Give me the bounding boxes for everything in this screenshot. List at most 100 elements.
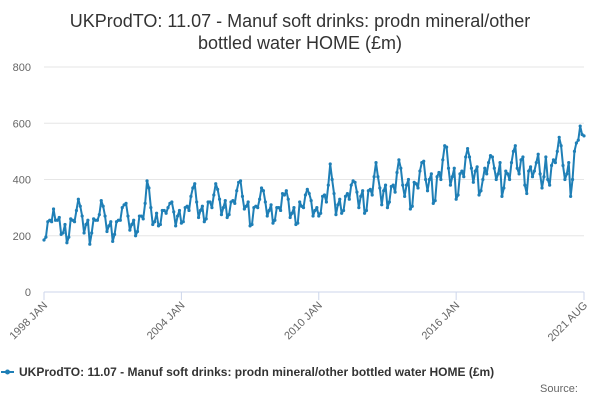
data-point[interactable] <box>540 186 544 190</box>
data-point[interactable] <box>502 186 506 190</box>
data-point[interactable] <box>528 165 533 169</box>
data-point[interactable] <box>494 177 498 182</box>
data-point[interactable] <box>479 189 483 193</box>
data-point[interactable] <box>279 208 283 213</box>
data-point[interactable] <box>286 197 290 201</box>
data-point[interactable] <box>113 232 117 236</box>
data-point[interactable] <box>97 213 101 217</box>
data-point[interactable] <box>212 193 216 197</box>
data-point[interactable] <box>357 206 361 210</box>
data-point[interactable] <box>233 201 237 206</box>
data-point[interactable] <box>185 204 189 208</box>
data-point[interactable] <box>269 203 273 207</box>
data-point[interactable] <box>80 214 84 218</box>
data-point[interactable] <box>362 211 367 215</box>
data-point[interactable] <box>527 169 531 173</box>
data-point[interactable] <box>259 186 264 190</box>
data-point[interactable] <box>162 208 166 213</box>
data-point[interactable] <box>450 175 454 179</box>
data-point[interactable] <box>256 206 260 210</box>
data-point[interactable] <box>481 177 485 182</box>
data-point[interactable] <box>214 182 218 186</box>
data-point[interactable] <box>90 231 94 235</box>
data-point[interactable] <box>328 162 332 166</box>
data-point[interactable] <box>158 222 162 227</box>
data-point[interactable] <box>410 204 414 208</box>
data-point[interactable] <box>177 208 182 213</box>
data-point[interactable] <box>532 169 536 173</box>
data-point[interactable] <box>536 152 540 156</box>
data-point[interactable] <box>404 183 409 187</box>
data-point[interactable] <box>309 198 313 203</box>
data-point[interactable] <box>130 222 134 227</box>
data-point[interactable] <box>551 158 556 162</box>
data-point[interactable] <box>582 134 586 138</box>
data-point[interactable] <box>343 194 348 198</box>
data-point[interactable] <box>424 177 428 182</box>
data-point[interactable] <box>191 186 195 190</box>
data-point[interactable] <box>475 165 479 169</box>
data-point[interactable] <box>72 220 77 224</box>
data-point[interactable] <box>521 155 525 159</box>
data-point[interactable] <box>435 175 439 179</box>
data-point[interactable] <box>74 208 79 213</box>
data-point[interactable] <box>216 187 220 191</box>
data-point[interactable] <box>139 214 143 218</box>
data-point[interactable] <box>65 241 69 245</box>
data-point[interactable] <box>133 234 138 238</box>
data-point[interactable] <box>542 175 546 179</box>
data-point[interactable] <box>175 214 180 218</box>
data-point[interactable] <box>172 210 176 214</box>
data-point[interactable] <box>170 200 174 204</box>
data-point[interactable] <box>439 177 443 182</box>
data-point[interactable] <box>107 224 111 228</box>
data-point[interactable] <box>332 191 336 196</box>
data-point[interactable] <box>50 220 54 224</box>
data-point[interactable] <box>507 177 512 182</box>
data-point[interactable] <box>565 172 569 176</box>
data-point[interactable] <box>477 193 481 197</box>
data-point[interactable] <box>145 179 149 183</box>
data-point[interactable] <box>538 172 542 176</box>
data-point[interactable] <box>153 220 157 224</box>
data-point[interactable] <box>273 218 277 222</box>
data-point[interactable] <box>103 214 107 218</box>
data-point[interactable] <box>511 149 515 153</box>
data-point[interactable] <box>418 169 422 173</box>
data-point[interactable] <box>563 177 567 182</box>
data-point[interactable] <box>187 208 191 213</box>
data-point[interactable] <box>277 206 281 210</box>
data-point[interactable] <box>391 183 395 187</box>
data-point[interactable] <box>467 155 472 159</box>
data-point[interactable] <box>149 206 153 210</box>
data-point[interactable] <box>219 213 224 217</box>
data-point[interactable] <box>120 206 124 210</box>
data-point[interactable] <box>55 218 59 222</box>
data-point[interactable] <box>101 204 105 208</box>
data-point[interactable] <box>525 191 529 196</box>
data-point[interactable] <box>387 200 391 204</box>
data-point[interactable] <box>322 193 327 197</box>
data-point[interactable] <box>429 172 433 176</box>
data-point[interactable] <box>353 180 357 184</box>
data-point[interactable] <box>555 149 559 153</box>
data-point[interactable] <box>267 208 271 213</box>
data-point[interactable] <box>544 155 548 159</box>
data-point[interactable] <box>473 169 477 173</box>
data-point[interactable] <box>164 211 168 215</box>
data-point[interactable] <box>361 189 365 193</box>
data-point[interactable] <box>416 186 420 190</box>
data-point[interactable] <box>200 204 204 208</box>
series-line[interactable] <box>43 125 585 246</box>
data-point[interactable] <box>261 189 266 193</box>
data-point[interactable] <box>397 158 401 162</box>
data-point[interactable] <box>466 146 470 151</box>
data-point[interactable] <box>382 189 386 193</box>
data-point[interactable] <box>111 239 115 243</box>
data-point[interactable] <box>132 218 136 222</box>
data-point[interactable] <box>340 211 344 215</box>
data-point[interactable] <box>84 222 88 227</box>
data-point[interactable] <box>319 211 323 215</box>
data-point[interactable] <box>498 161 502 165</box>
data-point[interactable] <box>462 175 466 179</box>
